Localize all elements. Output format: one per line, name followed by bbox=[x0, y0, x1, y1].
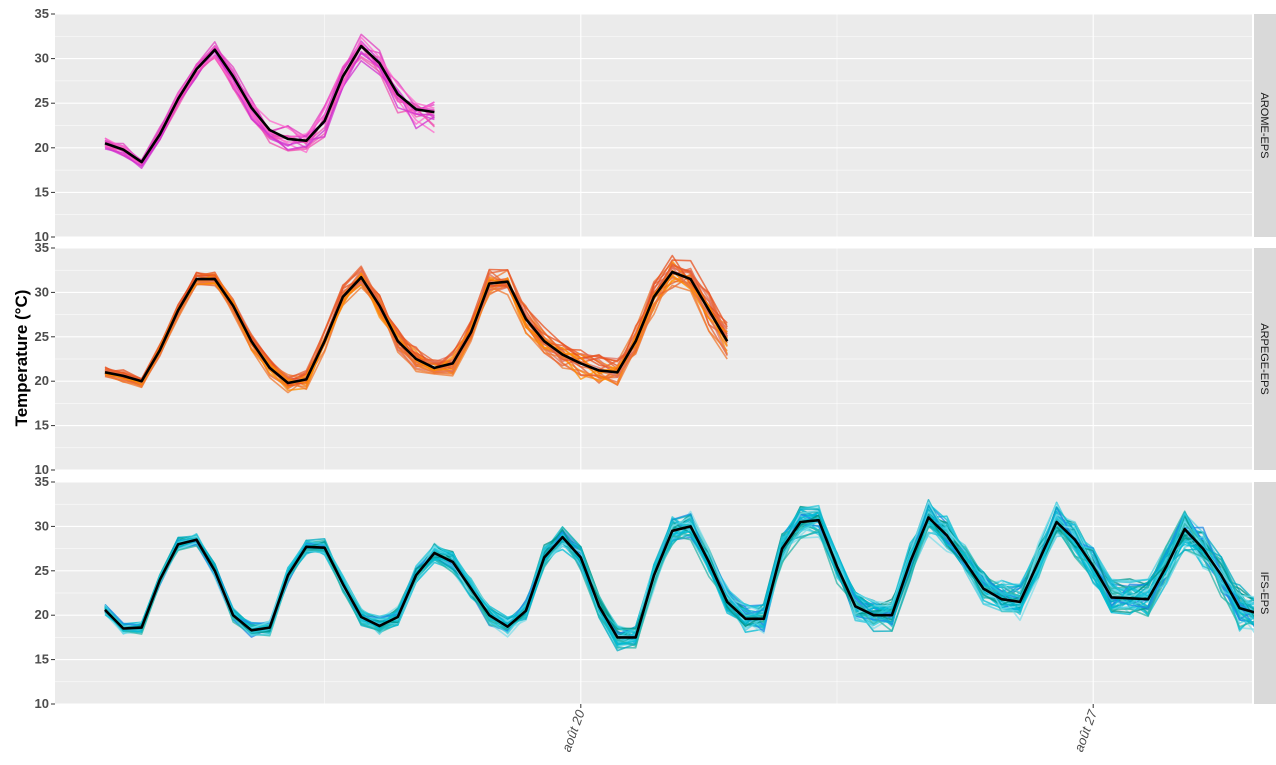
ensemble-member-line bbox=[104, 278, 728, 391]
y-tick-label: 15 bbox=[35, 184, 49, 199]
y-tick-label: 15 bbox=[35, 418, 49, 433]
facet-label: ARPEGE-EPS bbox=[1258, 323, 1270, 395]
panel-arome-eps: 10 15 20 25 30 35 AROME-EPS bbox=[35, 6, 1276, 244]
y-tick-label: 10 bbox=[35, 462, 49, 477]
ensemble-member-line bbox=[104, 515, 1276, 652]
facet-strip bbox=[1254, 482, 1276, 704]
y-tick-label: 10 bbox=[35, 229, 49, 244]
panel-ifs-eps: 10 15 20 25 30 35 IFS-EPS bbox=[35, 474, 1276, 711]
y-tick-label: 20 bbox=[35, 607, 49, 622]
y-tick-label: 20 bbox=[35, 140, 49, 155]
ensemble-member-line bbox=[104, 50, 435, 167]
y-tick-label: 25 bbox=[35, 563, 49, 578]
x-tick-label: août 27 bbox=[1071, 707, 1100, 754]
y-tick-label: 30 bbox=[35, 51, 49, 66]
y-tick-label: 30 bbox=[35, 518, 49, 533]
y-tick-label: 35 bbox=[35, 240, 49, 255]
y-tick-label: 25 bbox=[35, 95, 49, 110]
facet-strip bbox=[1254, 14, 1276, 237]
facet-strip bbox=[1254, 248, 1276, 470]
observed-line bbox=[104, 516, 1276, 639]
facet-label: AROME-EPS bbox=[1258, 92, 1270, 158]
y-tick-label: 20 bbox=[35, 373, 49, 388]
y-tick-label: 35 bbox=[35, 6, 49, 21]
y-tick-label: 25 bbox=[35, 329, 49, 344]
panel-arpege-eps: 10 15 20 25 30 35 ARPEGE-EPS bbox=[35, 240, 1276, 477]
y-tick-label: 15 bbox=[35, 652, 49, 667]
y-axis-label: Temperature (°C) bbox=[12, 290, 31, 427]
y-tick-label: 30 bbox=[35, 284, 49, 299]
y-tick-label: 10 bbox=[35, 696, 49, 711]
y-tick-label: 35 bbox=[35, 474, 49, 489]
observed-line bbox=[104, 44, 435, 164]
facet-label: IFS-EPS bbox=[1258, 572, 1270, 615]
x-tick-label: août 20 bbox=[559, 707, 588, 754]
observed-line bbox=[104, 270, 729, 385]
ensemble-member-line bbox=[104, 512, 1276, 638]
